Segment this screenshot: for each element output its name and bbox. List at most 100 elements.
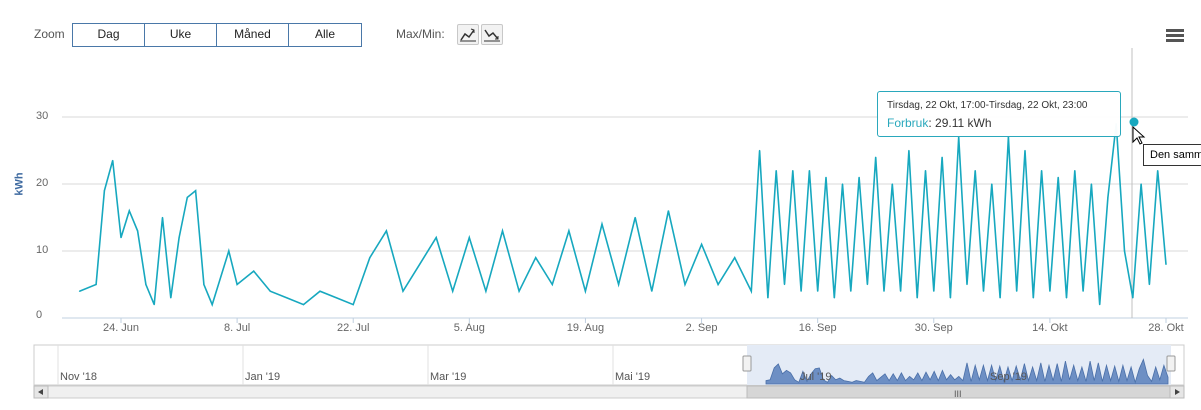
data-point: [775, 170, 777, 172]
data-point: [145, 283, 147, 286]
data-point: [908, 149, 910, 152]
x-tick-label: 16. Sep: [798, 322, 837, 334]
navigator-series-area: [765, 358, 1169, 385]
data-point: [551, 283, 553, 286]
min-chart-icon: [484, 29, 500, 42]
data-point: [120, 237, 122, 239]
data-point: [535, 257, 537, 259]
max-button[interactable]: [457, 24, 479, 45]
data-point: [501, 230, 504, 232]
data-point: [452, 290, 454, 292]
data-point: [1016, 290, 1018, 292]
zoom-button-group: Dag Uke Måned Alle: [72, 23, 362, 47]
data-point: [1099, 304, 1101, 306]
data-point: [701, 243, 703, 245]
data-point: [792, 170, 794, 172]
x-tick-label: 19. Aug: [566, 322, 605, 334]
data-point: [966, 283, 968, 286]
data-point: [866, 283, 869, 286]
navigator-left-handle[interactable]: [742, 355, 752, 372]
data-point: [78, 290, 81, 292]
data-point: [518, 290, 520, 292]
scroll-left-arrow-icon: [38, 389, 43, 395]
tooltip-series-name: Forbruk: [887, 116, 929, 130]
data-point: [1157, 170, 1159, 172]
data-point: [1082, 290, 1084, 292]
zoom-all-button[interactable]: Alle: [289, 24, 361, 46]
data-point: [825, 176, 827, 178]
data-point: [974, 170, 976, 172]
navigator-right-handle[interactable]: [1166, 355, 1176, 372]
y-tick-label: 30: [36, 110, 49, 122]
zoom-month-button[interactable]: Måned: [217, 24, 289, 46]
data-point: [203, 283, 205, 286]
data-point: [883, 290, 885, 292]
y-tick-label: 10: [36, 244, 49, 256]
data-point: [1090, 183, 1092, 185]
data-point: [1041, 170, 1043, 172]
data-point: [385, 230, 387, 232]
navigator-tick-label: Jul '19: [800, 371, 832, 383]
y-tick-label: 20: [36, 177, 49, 189]
data-point: [808, 170, 811, 172]
data-point: [228, 250, 230, 252]
zoom-day-button[interactable]: Dag: [73, 24, 145, 46]
data-point: [1057, 176, 1059, 178]
x-tick-label: 8. Jul: [223, 322, 251, 334]
data-point: [933, 290, 935, 292]
hover-point: [1129, 117, 1139, 127]
y-tick-label: 0: [36, 309, 43, 321]
x-tick-label: 24. Jun: [102, 322, 140, 334]
data-point: [419, 263, 421, 265]
data-point: [817, 290, 819, 292]
navigator-tick-label: Mai '19: [615, 371, 651, 383]
data-point: [269, 290, 271, 292]
data-point: [924, 170, 927, 172]
data-point: [1132, 297, 1134, 299]
data-point: [916, 297, 918, 299]
navigator-tick-label: Mar '19: [430, 371, 467, 383]
x-tick-label: 28. Okt: [1148, 322, 1184, 334]
x-tick-label: 22. Jul: [337, 322, 370, 334]
data-point: [783, 283, 786, 286]
data-point: [286, 297, 288, 299]
data-point: [468, 237, 470, 239]
hover-title-tip: Den samm: [1143, 144, 1201, 166]
scroll-right-arrow-icon: [1175, 389, 1180, 395]
data-point: [734, 257, 736, 259]
data-point: [949, 297, 952, 299]
series-line-forbruk: [79, 123, 1167, 307]
data-point: [369, 257, 371, 259]
data-point: [1148, 283, 1150, 286]
navigator-tick-label: Nov '18: [60, 371, 97, 383]
zoom-week-button[interactable]: Uke: [145, 24, 217, 46]
data-point: [253, 270, 255, 272]
data-point: [103, 190, 105, 192]
data-point: [1024, 149, 1026, 152]
tooltip: Tirsdag, 22 Okt, 17:00-Tirsdag, 22 Okt, …: [877, 91, 1121, 137]
scroll-grip: III: [954, 389, 962, 399]
data-point: [1165, 263, 1167, 265]
data-point: [900, 290, 902, 292]
data-point: [302, 304, 305, 306]
data-point: [684, 283, 686, 286]
data-point: [991, 183, 993, 185]
data-point: [850, 290, 852, 292]
data-point: [485, 290, 487, 292]
data-point: [634, 216, 636, 219]
hamburger-menu-icon[interactable]: [1166, 29, 1184, 43]
data-point: [1049, 290, 1051, 292]
data-point: [352, 304, 354, 306]
data-point: [833, 297, 835, 299]
data-point: [800, 290, 802, 292]
data-point: [875, 156, 877, 158]
data-point: [999, 297, 1001, 299]
data-point: [858, 176, 860, 178]
data-point: [584, 290, 587, 292]
data-point: [1065, 297, 1068, 299]
data-point: [568, 230, 570, 232]
data-point: [767, 297, 769, 299]
min-button[interactable]: [481, 24, 503, 45]
data-point: [667, 210, 670, 212]
